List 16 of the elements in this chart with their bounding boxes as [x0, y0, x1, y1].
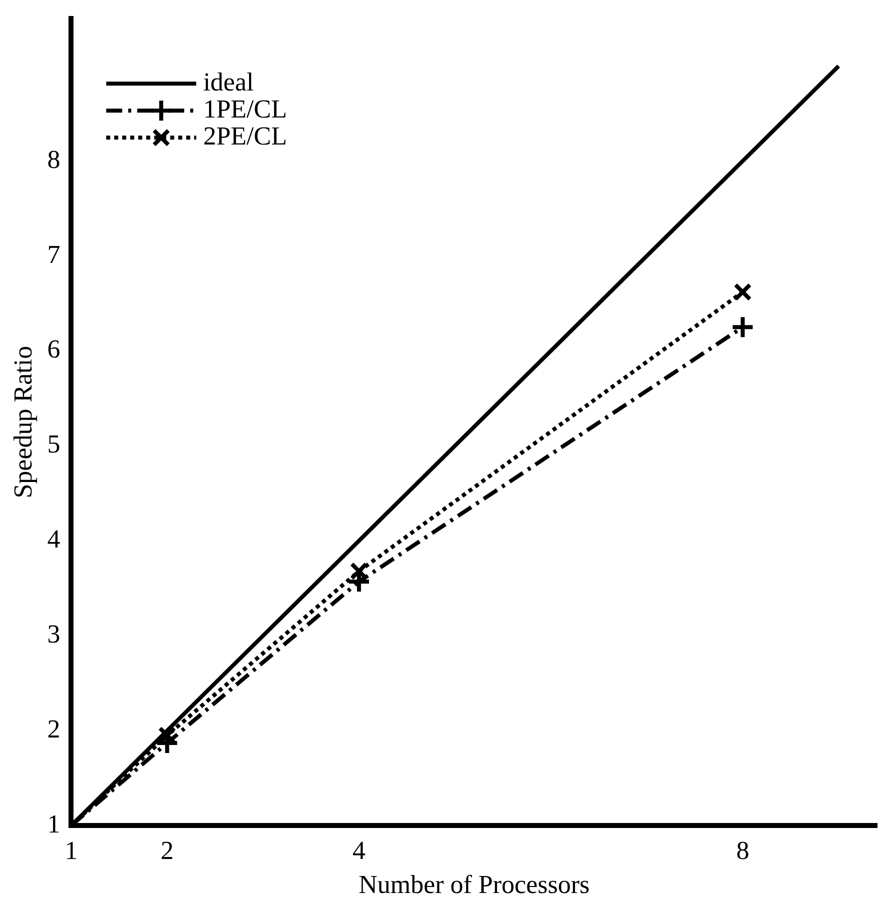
y-tick-label: 1: [47, 809, 60, 838]
y-tick-label: 2: [47, 714, 60, 744]
y-axis-title: Speedup Ratio: [8, 346, 38, 498]
legend-label: ideal: [203, 67, 254, 96]
legend-label: 1PE/CL: [203, 94, 287, 124]
x-tick-label: 2: [160, 836, 174, 866]
y-tick-label: 5: [47, 430, 60, 459]
legend-label: 2PE/CL: [203, 121, 287, 150]
y-tick-label: 3: [47, 620, 60, 649]
y-tick-label: 6: [47, 334, 60, 364]
x-tick-label: 4: [352, 836, 366, 866]
y-tick-label: 4: [47, 524, 60, 554]
y-tick-label: 8: [47, 144, 60, 174]
x-tick-label: 8: [736, 836, 750, 866]
y-tick-label: 7: [47, 240, 60, 269]
x-axis-title: Number of Processors: [358, 870, 590, 900]
